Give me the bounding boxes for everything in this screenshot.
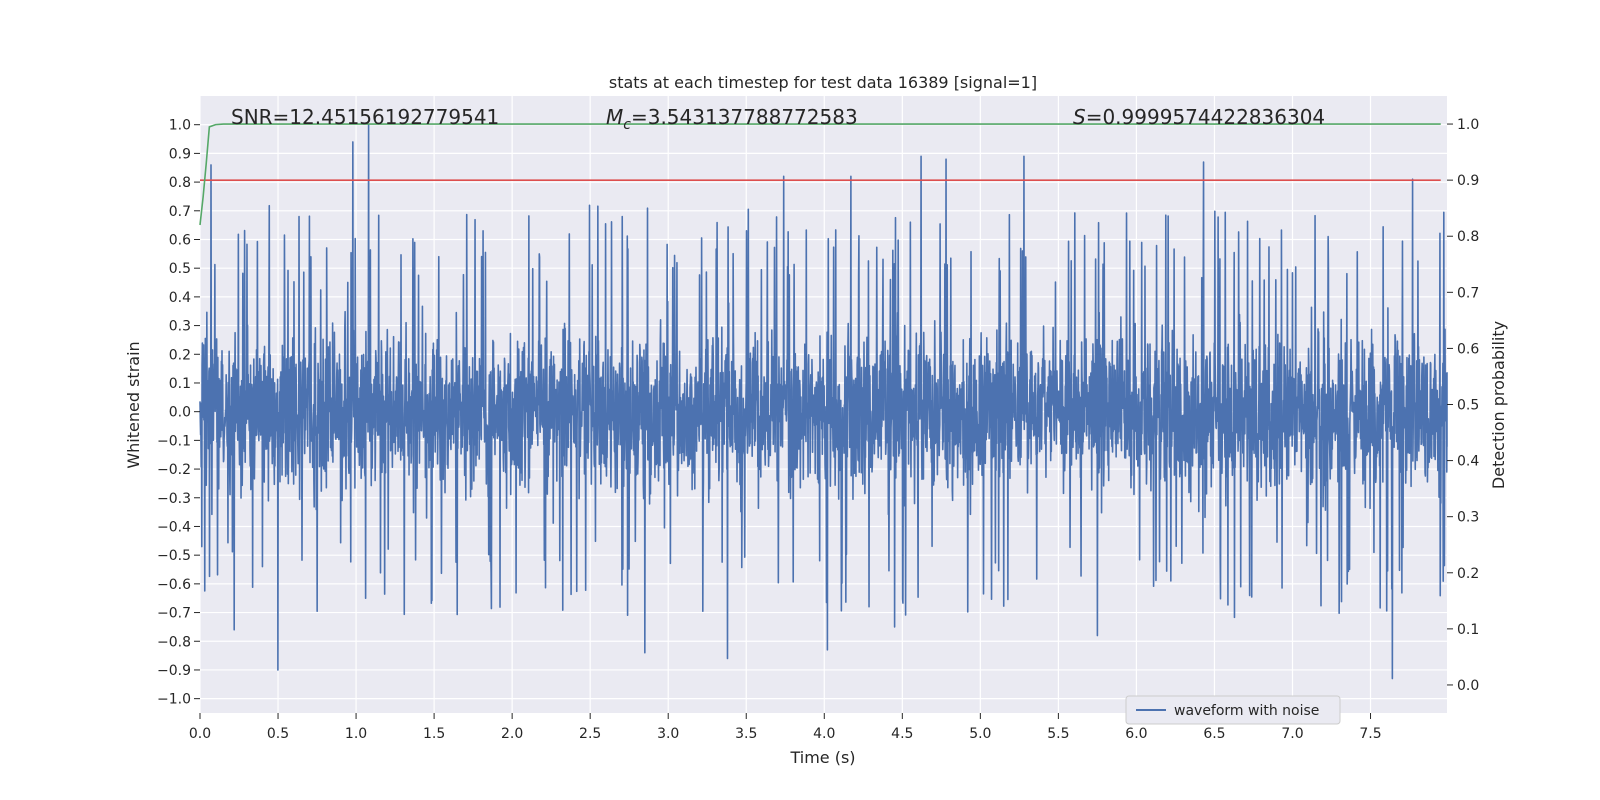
- x-tick-label: 6.5: [1203, 726, 1225, 742]
- y2-tick-label: 0.6: [1457, 341, 1479, 357]
- x-tick-label: 6.0: [1125, 726, 1147, 742]
- y2-tick-label: 0.9: [1457, 173, 1479, 189]
- x-tick-label: 1.5: [423, 726, 445, 742]
- legend-box: [1125, 695, 1341, 725]
- y-tick-label: 0.7: [169, 204, 191, 220]
- y-tick-label: −0.3: [157, 491, 191, 507]
- y2-tick-label: 0.7: [1457, 285, 1479, 301]
- detection-probability-line: [199, 123, 1441, 226]
- y-tick-label: −0.6: [157, 577, 191, 593]
- statistic-annotation: S=0.9999574422836304: [1073, 105, 1325, 129]
- waveform-series: [199, 123, 1448, 680]
- y2-tick-label: 0.2: [1457, 566, 1479, 582]
- y-tick-label: −0.7: [157, 606, 191, 622]
- y-tick-label: 0.8: [169, 175, 191, 191]
- y-tick-label: 0.1: [169, 376, 191, 392]
- y-tick-label: −1.0: [157, 692, 191, 708]
- y-tick-label: 0.9: [169, 146, 191, 162]
- x-tick-label: 4.5: [891, 726, 913, 742]
- y-axis-ticks: −1.0 −0.9 −0.8 −0.7 −0.6 −0.5 −0.4 −0.3 −0.2 −0.1…: [157, 118, 200, 708]
- chirp-mass-value: =3.543137788772583: [631, 105, 858, 129]
- x-axis-ticks: 0.0 0.5 1.0 1.5 2.0 2.5 3.0 3.5 4.0 4.5 5.0 5.5 6.0 6…: [189, 713, 1382, 742]
- chart-title: stats at each timestep for test data 163…: [609, 73, 1037, 92]
- x-tick-label: 0.5: [267, 726, 289, 742]
- waveform-line: [199, 123, 1448, 680]
- y-tick-label: −0.9: [157, 663, 191, 679]
- y2-tick-label: 0.4: [1457, 454, 1479, 470]
- probability-series: [199, 123, 1441, 226]
- y2-tick-label: 1.0: [1457, 117, 1479, 133]
- x-tick-label: 7.5: [1359, 726, 1381, 742]
- chirp-mass-symbol: M: [606, 105, 623, 129]
- x-tick-label: 5.0: [969, 726, 991, 742]
- x-tick-label: 1.0: [345, 726, 367, 742]
- snr-annotation: SNR=12.45156192779541: [231, 105, 499, 129]
- y-tick-label: 0.6: [169, 232, 191, 248]
- x-axis-label: Time (s): [789, 748, 855, 767]
- y-tick-label: 0.5: [169, 261, 191, 277]
- y-tick-label: 1.0: [169, 118, 191, 134]
- y-tick-label: −0.1: [157, 433, 191, 449]
- statistic-symbol: S: [1073, 105, 1086, 129]
- x-tick-label: 3.0: [657, 726, 679, 742]
- y2-tick-label: 0.3: [1457, 510, 1479, 526]
- x-tick-label: 4.0: [813, 726, 835, 742]
- y2-axis-ticks: 0.0 0.1 0.2 0.3 0.4 0.5 0.6 0.7 0.8 0.9 1.0: [1447, 117, 1479, 694]
- y-tick-label: 0.4: [169, 290, 191, 306]
- y2-axis-label: Detection probability: [1489, 321, 1508, 489]
- statistic-value: =0.9999574422836304: [1086, 105, 1325, 129]
- y2-tick-label: 0.1: [1457, 622, 1479, 638]
- y2-tick-label: 0.8: [1457, 229, 1479, 245]
- legend-entry-waveform: waveform with noise: [1174, 703, 1319, 719]
- x-tick-label: 7.0: [1281, 726, 1303, 742]
- x-tick-label: 3.5: [735, 726, 757, 742]
- y-tick-label: 0.3: [169, 319, 191, 335]
- y-tick-label: −0.5: [157, 548, 191, 564]
- chirp-mass-annotation: Mc=3.543137788772583: [606, 105, 858, 133]
- y2-tick-label: 0.0: [1457, 678, 1479, 694]
- y2-tick-label: 0.5: [1457, 398, 1479, 414]
- legend: waveform with noise: [1125, 695, 1341, 725]
- y-tick-label: 0.2: [169, 347, 191, 363]
- y-tick-label: −0.8: [157, 634, 191, 650]
- chirp-mass-subscript: c: [623, 117, 631, 133]
- x-tick-label: 2.0: [501, 726, 523, 742]
- x-tick-label: 5.5: [1047, 726, 1069, 742]
- y-tick-label: −0.2: [157, 462, 191, 478]
- y-axis-label: Whitened strain: [124, 341, 143, 468]
- y-tick-label: −0.4: [157, 519, 191, 535]
- x-tick-label: 0.0: [189, 726, 211, 742]
- y-tick-label: 0.0: [169, 405, 191, 421]
- x-tick-label: 2.5: [579, 726, 601, 742]
